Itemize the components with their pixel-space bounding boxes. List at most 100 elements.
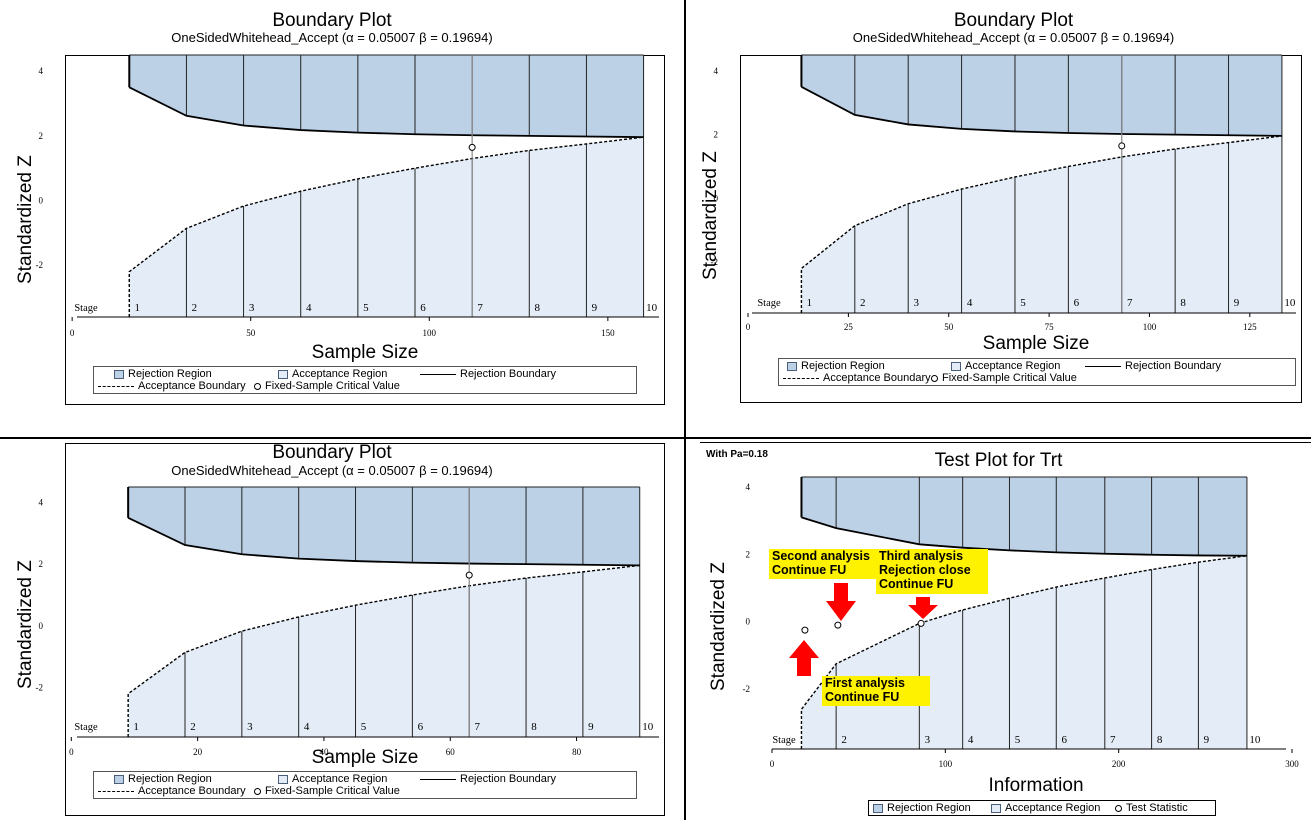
x-axis-label: Sample Size bbox=[982, 333, 1090, 354]
rejection-boundary bbox=[128, 86, 644, 139]
arrow-up-first bbox=[789, 640, 819, 676]
chart-title: Boundary Plot bbox=[272, 10, 392, 31]
acceptance-boundary bbox=[127, 564, 640, 737]
x-tick-label: 100 bbox=[1143, 322, 1157, 332]
stage-number: 9 bbox=[1204, 734, 1210, 746]
legend: Rejection Region Acceptance Region Rejec… bbox=[778, 358, 1296, 386]
y-tick-label: 4 bbox=[39, 497, 44, 507]
stage-number: 1 bbox=[133, 721, 139, 733]
stage-number: 6 bbox=[1062, 734, 1068, 746]
rejection-boundary bbox=[801, 516, 1247, 557]
acceptance-region bbox=[801, 555, 1247, 749]
y-tick-label: 2 bbox=[746, 549, 751, 559]
y-axis-label: Standardized Z bbox=[15, 155, 36, 284]
stage-number: 3 bbox=[247, 721, 253, 733]
legend-acceptance-boundary: Acceptance Boundary bbox=[98, 785, 246, 797]
stage-number: 6 bbox=[418, 721, 424, 733]
boundary-plot-panel-2: Boundary Plot OneSidedWhitehead_Accept (… bbox=[686, 0, 1311, 436]
fixed-sample-critical-value bbox=[468, 143, 476, 151]
plot-area: 0 20 40 60 80 -2 0 2 4 Stage 1 2 3 4 5 6 7 8 9 10 bbox=[36, 486, 659, 757]
stage-number: 9 bbox=[592, 302, 598, 314]
acceptance-boundary bbox=[128, 136, 644, 317]
stage-number: 2 bbox=[192, 302, 198, 314]
test-statistic-point bbox=[801, 626, 809, 634]
fixed-sample-critical-value bbox=[1118, 142, 1126, 150]
acceptance-region bbox=[801, 135, 1282, 313]
stage-number: 10 bbox=[646, 302, 658, 314]
stage-number: 1 bbox=[807, 297, 813, 309]
plot-frame bbox=[65, 443, 665, 816]
stage-number: 3 bbox=[249, 302, 255, 314]
acceptance-boundary bbox=[800, 135, 1283, 313]
x-tick-label: 25 bbox=[844, 322, 854, 332]
plot-area: 0 50 100 150 -2 0 2 4 Stage 1 2 3 4 5 6 7 8 9 10 bbox=[36, 54, 659, 338]
y-tick-label: -2 bbox=[743, 684, 751, 694]
first-analysis-note: First analysis Continue FU bbox=[822, 676, 930, 706]
x-tick-label: 150 bbox=[601, 328, 615, 338]
chart-subtitle: OneSidedWhitehead_Accept (α = 0.05007 β … bbox=[852, 30, 1175, 45]
x-axis-label: Information bbox=[988, 775, 1084, 796]
x-tick-label: 100 bbox=[939, 759, 953, 769]
stage-number: 5 bbox=[361, 721, 367, 733]
boundary-plot-panel-3: Boundary Plot OneSidedWhitehead_Accept (… bbox=[0, 439, 684, 820]
stage-number: 4 bbox=[967, 297, 973, 309]
horizontal-divider bbox=[0, 437, 1311, 439]
stage-number: 7 bbox=[477, 302, 483, 314]
legend-acceptance-region: Acceptance Region bbox=[951, 360, 1060, 372]
stage-number: 6 bbox=[1074, 297, 1080, 309]
y-tick-label: 4 bbox=[746, 482, 751, 492]
stage-number: 4 bbox=[306, 302, 312, 314]
y-tick-label: -2 bbox=[36, 260, 44, 270]
y-axis-label: Standardized Z bbox=[708, 562, 729, 691]
y-tick-label: 4 bbox=[714, 66, 719, 76]
pa-note: With Pa=0.18 bbox=[706, 449, 768, 460]
stage-number: 8 bbox=[1180, 297, 1186, 309]
stage-number: 7 bbox=[474, 721, 480, 733]
legend-rejection-region: Rejection Region bbox=[873, 802, 971, 814]
stage-number: 3 bbox=[913, 297, 919, 309]
rejection-region bbox=[129, 55, 644, 138]
y-tick-label: -2 bbox=[711, 257, 719, 267]
legend-acceptance-boundary: Acceptance Boundary bbox=[98, 380, 246, 392]
stage-number: 3 bbox=[925, 734, 931, 746]
legend: Rejection Region Acceptance Region Test … bbox=[868, 800, 1216, 816]
x-tick-label: 50 bbox=[246, 328, 256, 338]
y-tick-label: -2 bbox=[36, 683, 44, 693]
x-tick-label: 0 bbox=[70, 328, 75, 338]
y-tick-label: 0 bbox=[39, 621, 44, 631]
stage-number: 4 bbox=[304, 721, 310, 733]
legend: Rejection Region Acceptance Region Rejec… bbox=[93, 366, 637, 394]
x-tick-label: 100 bbox=[423, 328, 437, 338]
rejection-boundary bbox=[127, 517, 640, 567]
legend-acceptance-boundary: Acceptance Boundary bbox=[783, 372, 931, 384]
legend-test-statistic: Test Statistic bbox=[1115, 802, 1188, 814]
test-plot-panel: With Pa=0.18 Test Plot for Trt 0 100 200 30… bbox=[686, 439, 1311, 820]
rejection-boundary bbox=[801, 86, 1282, 137]
x-tick-label: 60 bbox=[446, 747, 456, 757]
legend-rejection-boundary: Rejection Boundary bbox=[420, 368, 556, 380]
x-tick-label: 50 bbox=[944, 322, 954, 332]
y-tick-label: 0 bbox=[39, 196, 44, 206]
stage-number: 2 bbox=[841, 734, 847, 746]
chart-subtitle: OneSidedWhitehead_Accept (α = 0.05007 β … bbox=[171, 463, 493, 478]
stage-number: 8 bbox=[531, 721, 537, 733]
legend-fixed-sample: Fixed-Sample Critical Value bbox=[931, 372, 1077, 384]
y-tick-label: 0 bbox=[746, 617, 751, 627]
boundary-plot-panel-1: Boundary Plot OneSidedWhitehead_Accept (… bbox=[0, 0, 684, 436]
plot-area: 0 25 50 75 100 125 -2 0 2 4 Stage 1 2 3 4 5 6 7 8 9 10 bbox=[711, 54, 1296, 332]
stage-number: 7 bbox=[1110, 734, 1116, 746]
y-tick-label: 2 bbox=[714, 130, 719, 140]
stage-label: Stage bbox=[772, 735, 796, 746]
stage-number: 8 bbox=[535, 302, 541, 314]
stage-number: 10 bbox=[642, 721, 654, 733]
y-tick-label: 4 bbox=[39, 66, 44, 76]
x-tick-label: 0 bbox=[746, 322, 751, 332]
x-axis-label: Sample Size bbox=[311, 747, 419, 768]
stage-number: 5 bbox=[1020, 297, 1026, 309]
legend-fixed-sample: Fixed-Sample Critical Value bbox=[254, 380, 400, 392]
x-tick-label: 75 bbox=[1045, 322, 1055, 332]
stage-number: 1 bbox=[135, 302, 141, 314]
legend-fixed-sample: Fixed-Sample Critical Value bbox=[254, 785, 400, 797]
vertical-divider bbox=[684, 0, 686, 820]
acceptance-region bbox=[128, 565, 640, 737]
